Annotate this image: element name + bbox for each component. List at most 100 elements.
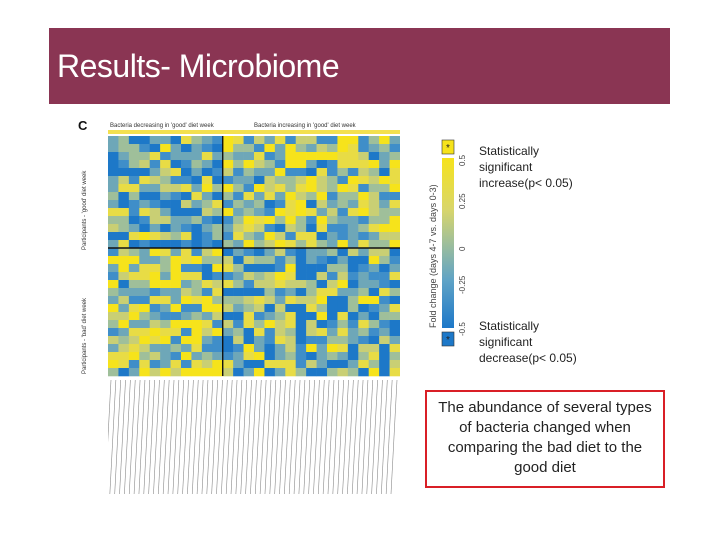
heatmap-cell	[379, 328, 390, 337]
heatmap-cell	[108, 192, 119, 201]
heatmap-cell	[254, 144, 265, 153]
heatmap-cell	[306, 208, 317, 217]
heatmap-cell	[243, 192, 255, 201]
heatmap-cell	[347, 136, 359, 145]
heatmap-cell	[389, 200, 400, 209]
heatmap-cell	[108, 216, 119, 225]
heatmap-cell	[306, 368, 317, 377]
heatmap-cell	[295, 352, 307, 361]
heatmap-cell	[233, 168, 244, 177]
heatmap-cell	[347, 192, 359, 201]
increase-line-2: significant	[479, 160, 533, 174]
taxa-label-line	[317, 379, 325, 495]
heatmap-cell	[170, 352, 182, 361]
heatmap-cell	[191, 176, 203, 185]
heatmap-cell	[170, 144, 182, 153]
heatmap-cell	[337, 224, 349, 233]
heatmap-cell	[316, 360, 328, 369]
heatmap-cell	[212, 144, 224, 153]
heatmap-cell	[389, 352, 400, 361]
heatmap-cell	[201, 256, 213, 265]
heatmap-cell	[274, 136, 286, 145]
heatmap-cell	[191, 304, 203, 313]
colorbar-legend: * * Fold change (days 4-7 vs. days 0-3) …	[426, 138, 467, 353]
heatmap-cell	[139, 160, 151, 169]
heatmap-cell	[379, 160, 390, 169]
heatmap-cell	[316, 136, 328, 145]
heatmap-cell	[306, 240, 317, 249]
heatmap-cell	[389, 256, 400, 265]
heatmap-cell	[181, 344, 192, 353]
heatmap-cell	[306, 320, 317, 329]
heatmap-cell	[358, 168, 370, 177]
heatmap-cell	[108, 344, 119, 353]
heatmap-cell	[347, 224, 359, 233]
heatmap-cell	[264, 288, 276, 297]
heatmap-cell	[139, 224, 151, 233]
heatmap-cell	[264, 272, 276, 281]
heatmap-cell	[379, 320, 390, 329]
heatmap-cell	[108, 312, 119, 321]
heatmap-cell	[389, 248, 400, 257]
heatmap-cell	[254, 360, 265, 369]
heatmap-cell	[327, 184, 338, 193]
heatmap-cell	[274, 168, 286, 177]
heatmap-cell	[149, 136, 161, 145]
heatmap-cell	[201, 352, 213, 361]
heatmap-cell	[264, 240, 276, 249]
heatmap-cell	[118, 192, 130, 201]
heatmap-cell	[108, 248, 119, 257]
heatmap-cell	[118, 272, 130, 281]
heatmap-cell	[285, 320, 297, 329]
heatmap-cell	[222, 240, 234, 249]
heatmap-cell	[149, 200, 161, 209]
heatmap-cell	[274, 328, 286, 337]
heatmap-cell	[337, 352, 349, 361]
heatmap-cell	[222, 200, 234, 209]
heatmap-cell	[368, 168, 380, 177]
taxa-label-line	[279, 379, 286, 495]
heatmap-cell	[306, 312, 317, 321]
heatmap-cell	[358, 208, 370, 217]
heatmap-cell	[233, 240, 244, 249]
heatmap-cell	[118, 360, 130, 369]
taxa-label-line	[182, 379, 189, 495]
heatmap-cell	[222, 160, 234, 169]
heatmap-cell	[128, 136, 140, 145]
heatmap-cell	[274, 264, 286, 273]
heatmap-cell	[212, 288, 224, 297]
heatmap-cell	[368, 208, 380, 217]
heatmap-cell	[108, 176, 119, 185]
heatmap-cell	[327, 200, 338, 209]
heatmap-cell	[306, 248, 317, 257]
heatmap-cell	[212, 320, 224, 329]
heatmap-cell	[316, 256, 328, 265]
heatmap-cell	[316, 280, 328, 289]
heatmap-cell	[379, 272, 390, 281]
heatmap-cell	[274, 224, 286, 233]
heatmap-cell	[139, 184, 151, 193]
heatmap-cell	[316, 168, 328, 177]
heatmap-cell	[191, 184, 203, 193]
heatmap-cell	[316, 304, 328, 313]
heatmap-cell	[181, 304, 192, 313]
heatmap-cell	[347, 328, 359, 337]
heatmap-cell	[264, 184, 276, 193]
heatmap-cell	[254, 168, 265, 177]
heatmap-cell	[389, 312, 400, 321]
heatmap-cell	[128, 240, 140, 249]
heatmap-cell	[118, 232, 130, 241]
heatmap-cell	[264, 168, 276, 177]
heatmap-cell	[222, 280, 234, 289]
heatmap-cell	[170, 312, 182, 321]
taxa-label-line	[390, 379, 398, 495]
heatmap-cell	[316, 296, 328, 305]
taxa-label-line	[240, 379, 248, 495]
heatmap-cell	[254, 320, 265, 329]
heatmap-cell	[160, 208, 171, 217]
heatmap-cell	[170, 240, 182, 249]
heatmap-cell	[358, 280, 370, 289]
heatmap-cell	[170, 264, 182, 273]
heatmap-cell	[358, 200, 370, 209]
heatmap-cell	[128, 192, 140, 201]
